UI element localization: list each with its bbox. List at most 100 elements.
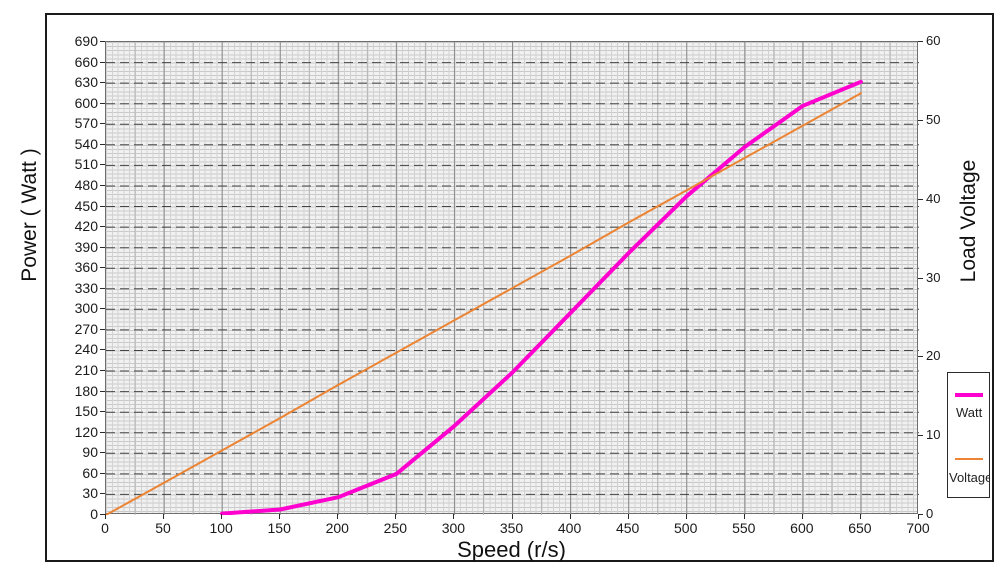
y-left-tick-label: 60	[82, 464, 98, 481]
y-right-tick-mark	[918, 119, 923, 121]
y-left-tick-mark	[100, 514, 105, 515]
y-left-tick-mark	[100, 349, 105, 351]
y-left-tick-mark	[100, 493, 105, 495]
x-tick-mark	[337, 514, 339, 519]
y-left-axis-title: Power ( Watt )	[18, 148, 41, 282]
plot-canvas	[106, 42, 919, 515]
x-tick-mark	[453, 514, 455, 519]
y-left-tick-mark	[100, 452, 105, 454]
legend-watt-swatch	[954, 393, 983, 397]
x-tick-mark	[511, 514, 513, 519]
x-tick-label: 600	[790, 520, 814, 536]
y-left-tick-label: 600	[74, 94, 98, 111]
y-left-tick-label: 390	[74, 238, 98, 255]
y-left-tick-label: 660	[74, 53, 98, 70]
y-left-tick-mark	[100, 164, 105, 166]
y-left-tick-label: 90	[82, 444, 98, 461]
x-tick-label: 50	[155, 520, 171, 536]
x-tick-mark	[859, 514, 861, 519]
y-left-tick-mark	[100, 267, 105, 269]
y-right-tick-mark	[918, 41, 923, 42]
y-right-tick-mark	[918, 435, 923, 437]
y-right-tick-label: 60	[926, 33, 941, 48]
y-left-tick-mark	[100, 308, 105, 310]
y-left-tick-label: 360	[74, 259, 98, 276]
y-left-tick-label: 330	[74, 279, 98, 296]
x-tick-label: 500	[674, 520, 698, 536]
x-tick-mark	[395, 514, 397, 519]
legend: Watt Voltage	[947, 372, 990, 498]
x-tick-label: 400	[557, 520, 582, 536]
y-left-tick-label: 510	[74, 156, 98, 173]
y-right-tick-label: 20	[926, 348, 941, 364]
x-tick-label: 300	[441, 520, 466, 536]
y-right-tick-label: 0	[926, 506, 934, 521]
x-tick-mark	[569, 514, 571, 519]
y-right-tick-label: 10	[926, 427, 941, 443]
x-axis-title: Speed (r/s)	[457, 537, 566, 562]
y-right-axis-title: Load Voltage	[957, 159, 980, 283]
y-right-tick-mark	[918, 198, 923, 200]
x-tick-label: 650	[848, 520, 872, 536]
x-tick-mark	[918, 514, 919, 519]
x-tick-label: 350	[499, 520, 524, 536]
y-left-tick-mark	[100, 226, 105, 228]
y-left-tick-label: 120	[74, 423, 98, 440]
y-right-tick-label: 50	[926, 111, 941, 127]
x-tick-label: 700	[906, 520, 930, 536]
y-left-tick-label: 240	[74, 341, 98, 358]
y-left-tick-label: 270	[74, 320, 98, 337]
x-tick-label: 200	[325, 520, 349, 536]
y-left-tick-label: 450	[74, 197, 98, 214]
y-left-tick-mark	[100, 102, 105, 104]
legend-watt-label: Watt	[956, 405, 983, 420]
y-left-tick-label: 300	[74, 300, 98, 317]
x-tick-mark	[163, 514, 165, 519]
x-tick-mark	[627, 514, 629, 519]
x-tick-label: 100	[209, 520, 233, 536]
y-left-tick-mark	[100, 370, 105, 372]
y-right-tick-label: 30	[926, 269, 941, 285]
y-left-tick-label: 540	[74, 135, 98, 152]
x-tick-mark	[105, 514, 106, 519]
y-left-tick-mark	[100, 431, 105, 433]
x-tick-mark	[801, 514, 803, 519]
y-left-tick-label: 570	[74, 115, 98, 132]
y-left-tick-mark	[100, 205, 105, 207]
y-right-tick-label: 40	[926, 190, 941, 206]
legend-voltage-label: Voltage	[949, 470, 990, 485]
legend-voltage-swatch	[954, 458, 983, 460]
x-tick-mark	[279, 514, 281, 519]
series-watt-line	[220, 79, 863, 515]
x-tick-mark	[743, 514, 745, 519]
y-left-tick-mark	[100, 390, 105, 392]
y-left-tick-label: 30	[82, 485, 98, 502]
y-left-tick-mark	[100, 41, 105, 42]
legend-item-watt: Watt	[948, 393, 989, 435]
x-tick-label: 150	[267, 520, 291, 536]
y-left-tick-label: 0	[90, 506, 98, 522]
x-tick-label: 550	[732, 520, 756, 536]
y-left-tick-label: 420	[74, 218, 98, 235]
y-left-tick-mark	[100, 61, 105, 63]
y-right-tick-mark	[918, 514, 923, 515]
y-left-tick-mark	[100, 472, 105, 474]
y-left-tick-mark	[100, 328, 105, 330]
x-tick-label: 0	[101, 520, 109, 536]
legend-item-voltage: Voltage	[948, 458, 990, 497]
y-left-tick-mark	[100, 287, 105, 289]
y-left-tick-mark	[100, 411, 105, 413]
y-left-tick-label: 480	[74, 176, 98, 193]
y-left-tick-mark	[100, 123, 105, 125]
y-left-tick-label: 690	[74, 33, 98, 49]
y-left-tick-label: 210	[74, 362, 98, 379]
y-left-tick-label: 150	[74, 403, 98, 420]
x-tick-label: 250	[383, 520, 408, 536]
x-tick-mark	[221, 514, 223, 519]
y-left-tick-label: 630	[74, 74, 98, 91]
series-voltage-line	[106, 92, 862, 515]
y-left-tick-mark	[100, 82, 105, 84]
y-left-tick-mark	[100, 246, 105, 248]
y-left-tick-label: 180	[74, 382, 98, 399]
